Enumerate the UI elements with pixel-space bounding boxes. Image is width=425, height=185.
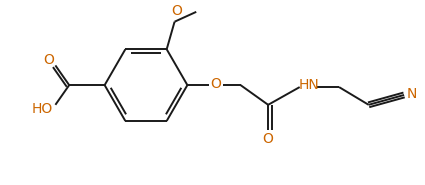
Text: O: O (210, 77, 221, 91)
Text: O: O (263, 132, 274, 146)
Text: HN: HN (298, 78, 319, 92)
Text: N: N (407, 87, 417, 101)
Text: O: O (43, 53, 54, 68)
Text: O: O (171, 4, 182, 18)
Text: HO: HO (32, 102, 53, 116)
